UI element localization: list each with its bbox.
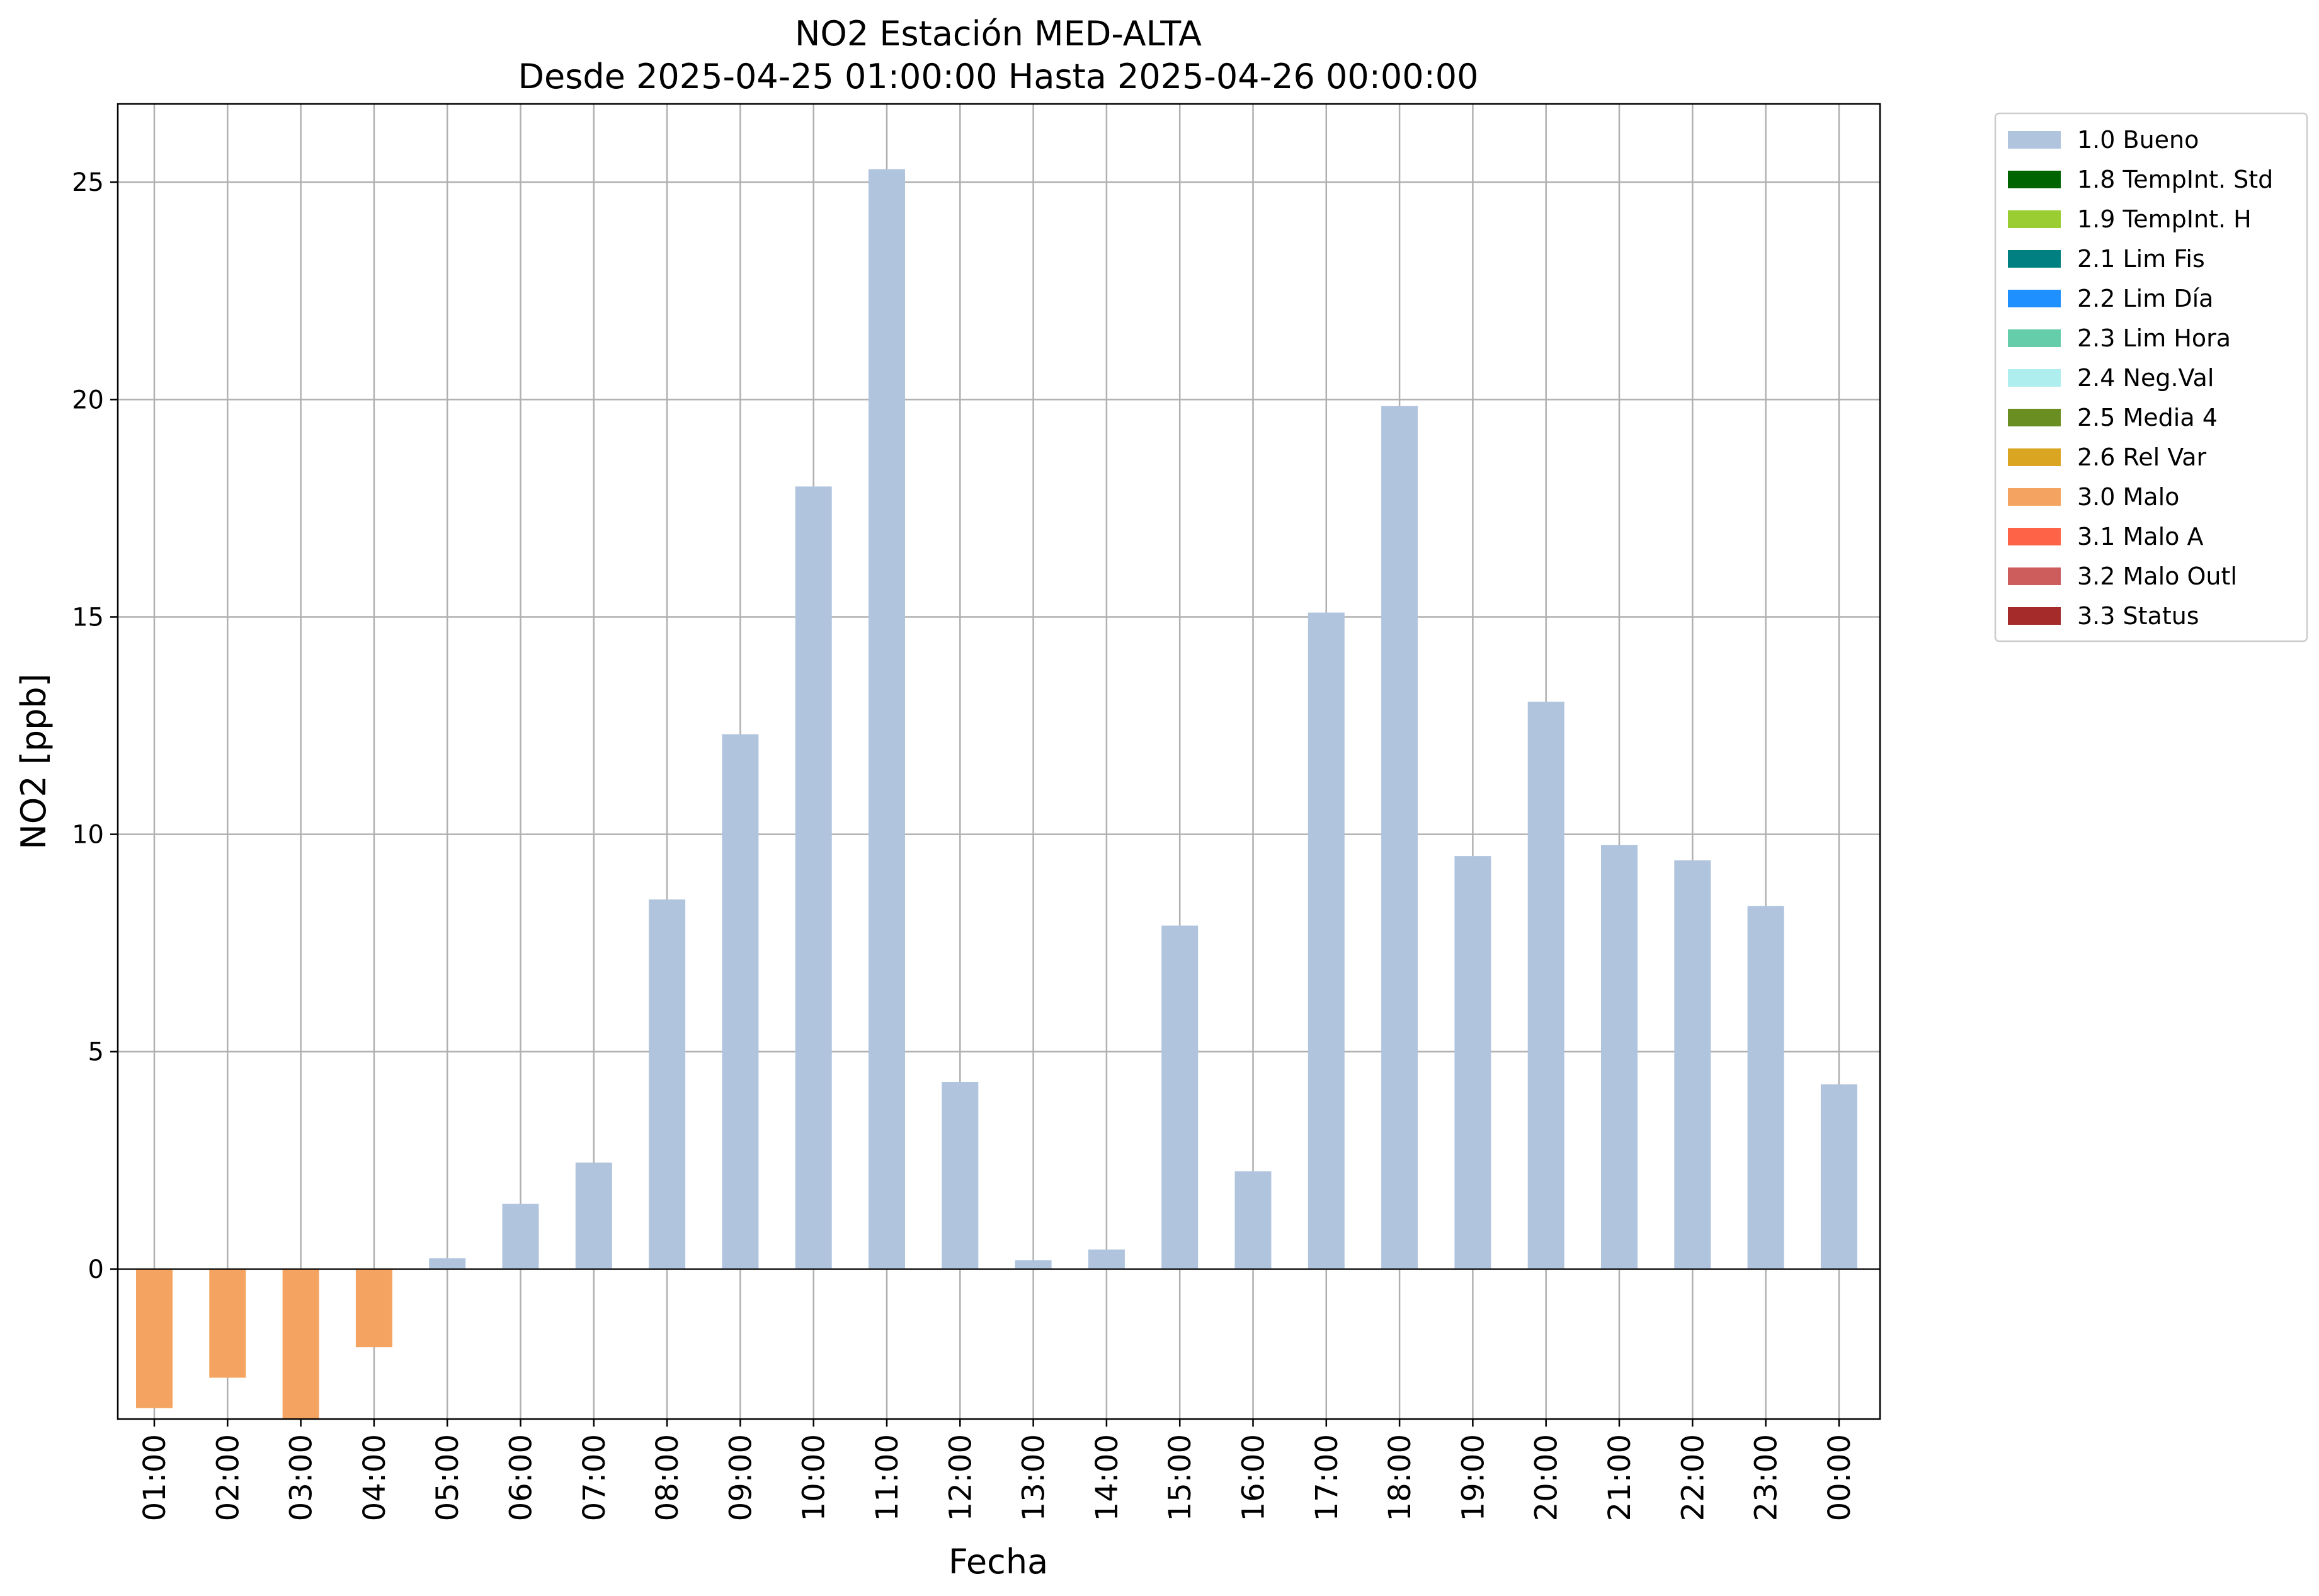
bar-15:00 — [1161, 925, 1199, 1269]
bar-00:00 — [1820, 1084, 1857, 1269]
y-tick-label: 10 — [72, 821, 104, 850]
bar-10:00 — [795, 486, 832, 1269]
bar-14:00 — [1088, 1249, 1125, 1269]
bar-13:00 — [1015, 1260, 1052, 1269]
bar-09:00 — [722, 734, 759, 1269]
legend-label: 3.0 Malo — [2077, 483, 2179, 511]
y-tick-label: 5 — [88, 1038, 104, 1067]
x-tick-label: 16:00 — [1236, 1434, 1272, 1521]
bar-11:00 — [869, 169, 905, 1269]
legend-swatch — [2008, 607, 2061, 625]
bar-06:00 — [502, 1204, 539, 1269]
bar-01:00 — [136, 1268, 173, 1408]
bars — [136, 169, 1857, 1419]
legend-swatch — [2008, 131, 2061, 149]
x-tick-label: 19:00 — [1456, 1434, 1491, 1521]
y-tick-label: 20 — [72, 385, 104, 414]
legend-swatch — [2008, 488, 2061, 506]
bar-17:00 — [1308, 612, 1345, 1269]
bar-16:00 — [1234, 1171, 1272, 1269]
legend-swatch — [2008, 448, 2061, 466]
legend-swatch — [2008, 528, 2061, 545]
x-axis-label: Fecha — [949, 1542, 1048, 1582]
plot-frame — [117, 103, 1881, 1420]
x-tick-label: 03:00 — [284, 1434, 319, 1521]
y-axis-ticks: 0 5 10 15 20 25 — [72, 168, 118, 1284]
legend-swatch — [2008, 409, 2061, 426]
legend-label: 1.8 TempInt. Std — [2077, 166, 2273, 193]
x-tick-label: 01:00 — [137, 1434, 173, 1521]
legend-label: 2.1 Lim Fis — [2077, 245, 2205, 273]
bar-22:00 — [1674, 860, 1711, 1269]
legend-swatch — [2008, 210, 2061, 228]
x-tick-label: 08:00 — [650, 1434, 685, 1521]
y-tick-label: 25 — [72, 168, 104, 197]
x-tick-label: 23:00 — [1749, 1434, 1784, 1521]
legend-swatch — [2008, 369, 2061, 387]
bar-12:00 — [942, 1082, 979, 1269]
bar-18:00 — [1381, 406, 1418, 1269]
legend-label: 2.2 Lim Día — [2077, 285, 2213, 312]
x-tick-label: 14:00 — [1090, 1434, 1125, 1521]
x-tick-label: 07:00 — [577, 1434, 612, 1521]
bar-23:00 — [1747, 906, 1784, 1269]
legend-label: 2.6 Rel Var — [2077, 443, 2207, 471]
bar-03:00 — [282, 1268, 319, 1419]
legend-label: 3.2 Malo Outl — [2077, 562, 2237, 590]
x-tick-label: 11:00 — [870, 1434, 905, 1521]
legend-label: 2.3 Lim Hora — [2077, 324, 2231, 352]
legend-label: 3.1 Malo A — [2077, 523, 2203, 550]
legend-swatch — [2008, 290, 2061, 307]
legend-swatch — [2008, 567, 2061, 585]
y-tick-label: 15 — [72, 603, 104, 632]
x-tick-label: 09:00 — [723, 1434, 758, 1521]
legend-label: 3.3 Status — [2077, 602, 2199, 630]
x-tick-label: 13:00 — [1017, 1434, 1052, 1521]
legend-label: 1.9 TempInt. H — [2077, 205, 2252, 233]
x-axis-ticks: 01:00 02:00 03:00 04:00 05:00 06:00 07:00 08:00… — [137, 1419, 1857, 1521]
x-tick-label: 00:00 — [1822, 1434, 1857, 1521]
bar-05:00 — [429, 1258, 466, 1269]
y-tick-label: 0 — [88, 1255, 104, 1284]
x-tick-label: 15:00 — [1163, 1434, 1198, 1521]
legend-frame — [1994, 112, 2308, 642]
bar-21:00 — [1601, 845, 1638, 1269]
legend: 1.0 Bueno 1.8 TempInt. Std 1.9 TempInt. H 2… — [1994, 112, 2308, 642]
x-tick-label: 10:00 — [797, 1434, 832, 1521]
legend-items: 1.0 Bueno 1.8 TempInt. Std 1.9 TempInt. H 2… — [2008, 126, 2273, 630]
x-tick-label: 21:00 — [1602, 1434, 1638, 1521]
legend-label: 1.0 Bueno — [2077, 126, 2199, 154]
legend-label: 2.4 Neg.Val — [2077, 364, 2214, 392]
x-tick-label: 06:00 — [504, 1434, 539, 1521]
bar-08:00 — [649, 899, 686, 1269]
chart-subtitle: Desde 2025-04-25 01:00:00 Hasta 2025-04-… — [518, 57, 1478, 96]
bar-19:00 — [1454, 856, 1491, 1269]
x-tick-label: 05:00 — [430, 1434, 465, 1521]
legend-swatch — [2008, 250, 2061, 268]
x-tick-label: 18:00 — [1382, 1434, 1418, 1521]
x-tick-label: 20:00 — [1529, 1434, 1564, 1521]
legend-swatch — [2008, 329, 2061, 347]
chart-title: NO2 Estación MED-ALTA — [795, 14, 1202, 54]
bar-02:00 — [209, 1268, 246, 1378]
bar-07:00 — [575, 1162, 612, 1269]
x-tick-label: 22:00 — [1675, 1434, 1711, 1521]
legend-label: 2.5 Media 4 — [2077, 404, 2218, 431]
bar-04:00 — [355, 1268, 392, 1348]
x-tick-label: 04:00 — [357, 1434, 392, 1521]
x-tick-label: 12:00 — [943, 1434, 978, 1521]
bar-20:00 — [1527, 702, 1564, 1269]
y-axis-label: NO2 [ppb] — [14, 673, 54, 849]
x-tick-label: 17:00 — [1309, 1434, 1345, 1521]
x-tick-label: 02:00 — [210, 1434, 246, 1521]
legend-swatch — [2008, 171, 2061, 188]
